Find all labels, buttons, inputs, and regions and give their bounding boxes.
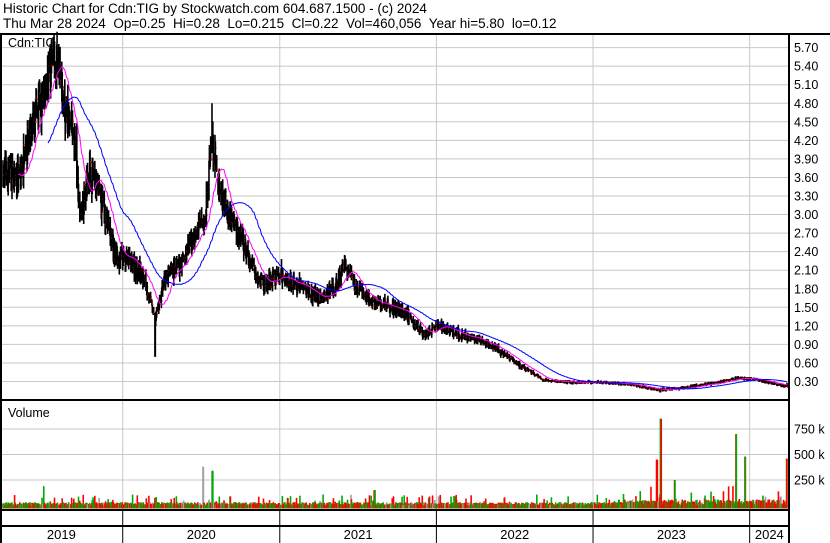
price-tick-label: 1.20: [794, 319, 818, 333]
quote-summary: Thu Mar 28 2024 Op=0.25 Hi=0.28 Lo=0.215…: [3, 16, 557, 31]
year-label: 2024: [755, 527, 784, 542]
price-tick-label: 5.40: [794, 60, 818, 74]
year-label: 2022: [500, 527, 529, 542]
year-label: 2023: [657, 527, 686, 542]
price-tick-label: 5.70: [794, 41, 818, 55]
price-tick-label: 1.50: [794, 301, 818, 315]
price-tick-label: 4.20: [794, 134, 818, 148]
price-tick-label: 2.40: [794, 245, 818, 259]
price-tick-label: 0.30: [794, 375, 818, 389]
price-tick-label: 1.80: [794, 282, 818, 296]
price-tick-label: 3.30: [794, 190, 818, 204]
volume-label: Volume: [8, 406, 50, 420]
volume-tick-label: 500 k: [794, 448, 825, 462]
symbol-label: Cdn:TIG: [8, 36, 55, 50]
price-tick-label: 3.00: [794, 208, 818, 222]
year-label: 2021: [344, 527, 373, 542]
price-tick-label: 5.10: [794, 78, 818, 92]
moving-average-long: [47, 96, 788, 390]
price-tick-label: 4.50: [794, 115, 818, 129]
volume-tick-label: 250 k: [794, 474, 825, 488]
volume-tick-label: 750 k: [794, 423, 825, 437]
chart-title: Historic Chart for Cdn:TIG by Stockwatch…: [3, 1, 427, 16]
moving-average-short: [17, 65, 788, 391]
price-tick-label: 4.80: [794, 97, 818, 111]
year-label: 2020: [187, 527, 216, 542]
price-tick-label: 0.90: [794, 338, 818, 352]
price-tick-label: 3.90: [794, 152, 818, 166]
price-tick-label: 2.10: [794, 264, 818, 278]
year-label: 2019: [47, 527, 76, 542]
price-tick-label: 3.60: [794, 171, 818, 185]
price-tick-label: 2.70: [794, 227, 818, 241]
price-tick-label: 0.60: [794, 356, 818, 370]
